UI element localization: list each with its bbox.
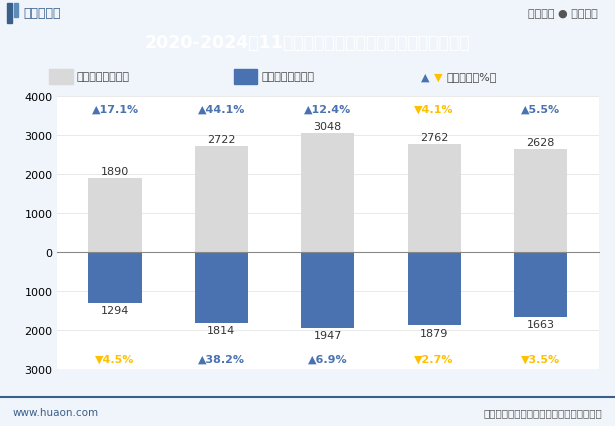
Bar [14, 4, 18, 18]
Text: 出口额（亿美元）: 出口额（亿美元） [77, 72, 130, 82]
Text: ▼: ▼ [434, 72, 442, 82]
Bar [408, 145, 461, 253]
Text: ▼3.5%: ▼3.5% [521, 354, 560, 363]
Text: ▲17.1%: ▲17.1% [92, 104, 138, 114]
Text: ▲12.4%: ▲12.4% [304, 104, 351, 114]
Text: ▼4.1%: ▼4.1% [415, 104, 454, 114]
FancyBboxPatch shape [49, 69, 73, 85]
Text: ▼4.5%: ▼4.5% [95, 354, 135, 363]
Text: 3048: 3048 [314, 122, 342, 132]
Text: ▲44.1%: ▲44.1% [198, 104, 245, 114]
Text: 1879: 1879 [420, 328, 448, 338]
Text: 华经情报网: 华经情报网 [23, 7, 61, 20]
Bar [195, 253, 248, 323]
Text: ▲6.9%: ▲6.9% [308, 354, 347, 363]
Text: 1294: 1294 [101, 305, 129, 315]
Text: 2628: 2628 [526, 138, 555, 148]
Bar [7, 4, 12, 24]
Bar [195, 147, 248, 253]
Text: 2020-2024年11月山东省商品收发货人所在地进、出口额: 2020-2024年11月山东省商品收发货人所在地进、出口额 [145, 34, 470, 52]
Bar [301, 253, 354, 328]
Text: 数据来源：中国海关，华经产业研究院整理: 数据来源：中国海关，华经产业研究院整理 [484, 407, 603, 417]
Text: ▲38.2%: ▲38.2% [198, 354, 245, 363]
Text: 2762: 2762 [420, 133, 448, 143]
Text: 2722: 2722 [207, 134, 236, 144]
Text: ▼2.7%: ▼2.7% [415, 354, 454, 363]
Bar [89, 179, 141, 253]
Text: 进口额（亿美元）: 进口额（亿美元） [261, 72, 314, 82]
FancyBboxPatch shape [234, 69, 257, 85]
Text: 同比增长（%）: 同比增长（%） [446, 72, 497, 82]
Text: www.huaon.com: www.huaon.com [12, 407, 98, 417]
Text: 专业严谨 ● 客观科学: 专业严谨 ● 客观科学 [528, 9, 598, 18]
Text: 1814: 1814 [207, 325, 236, 335]
Bar [301, 134, 354, 253]
Text: 1890: 1890 [101, 167, 129, 177]
Text: 1947: 1947 [314, 331, 342, 340]
Text: ▲5.5%: ▲5.5% [521, 104, 560, 114]
Bar [408, 253, 461, 326]
Text: 1663: 1663 [526, 320, 555, 329]
Text: ▲: ▲ [421, 72, 430, 82]
Bar [514, 253, 567, 317]
Bar [514, 150, 567, 253]
Bar [89, 253, 141, 303]
